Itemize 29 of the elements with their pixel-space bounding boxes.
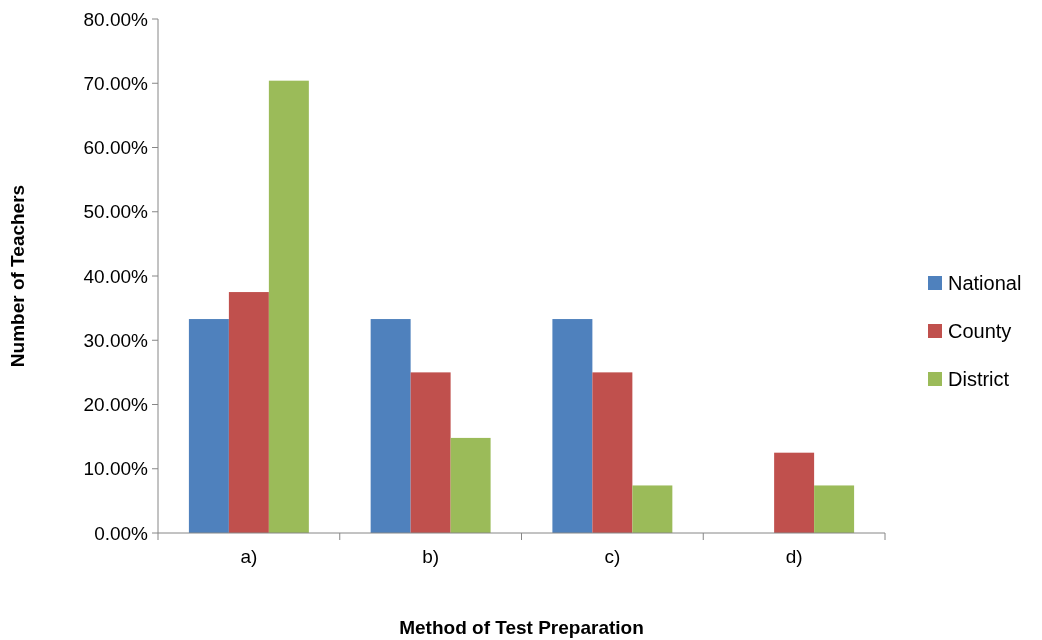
bar <box>814 485 855 533</box>
y-tick-label: 10.00% <box>83 458 149 480</box>
y-tick-label: 20.00% <box>83 394 149 416</box>
y-tick-label: 70.00% <box>83 72 149 94</box>
legend-label: National <box>948 272 1022 294</box>
x-axis-title: Method of Test Preparation <box>399 617 644 638</box>
legend-label: District <box>948 368 1010 390</box>
bar <box>552 319 593 533</box>
x-tick-label: d) <box>785 546 803 567</box>
legend-label: County <box>948 320 1012 342</box>
bar <box>450 437 491 533</box>
bar <box>410 372 451 533</box>
bar <box>774 452 815 533</box>
y-tick-label: 0.00% <box>94 522 149 544</box>
y-tick-label: 30.00% <box>83 329 149 351</box>
bar <box>228 292 269 533</box>
bar <box>592 372 633 533</box>
bar <box>188 319 229 533</box>
y-tick-label: 50.00% <box>83 201 149 223</box>
y-tick-label: 40.00% <box>83 265 149 287</box>
x-tick-label: c) <box>604 546 621 567</box>
y-tick-label: 80.00% <box>83 8 149 30</box>
y-axis-title: Number of Teachers <box>7 184 28 368</box>
bar <box>370 319 411 533</box>
bar <box>268 80 309 533</box>
x-tick-label: a) <box>240 546 258 567</box>
y-tick-label: 60.00% <box>83 137 149 159</box>
bar <box>632 485 673 533</box>
x-tick-label: b) <box>422 546 440 567</box>
